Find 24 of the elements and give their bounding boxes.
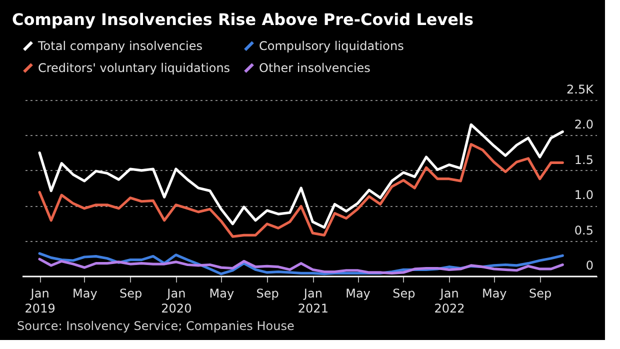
y-tick-label: 2.0 xyxy=(574,118,594,132)
y-tick-label: 1.5 xyxy=(574,152,594,167)
y-tick-label: 0.5 xyxy=(574,223,594,238)
legend-label: Compulsory liquidations xyxy=(259,39,404,54)
x-tick-label: Sep xyxy=(529,286,552,300)
x-tick-label: Jan 2020 xyxy=(161,286,192,316)
legend-label: Creditors' voluntary liquidations xyxy=(38,61,230,75)
x-tick-label: Jan 2019 xyxy=(24,286,56,316)
x-tick-label: May xyxy=(72,286,98,300)
x-tick-label: Jan 2021 xyxy=(298,286,328,316)
x-tick-label: Sep xyxy=(256,286,279,300)
y-tick-label: 0 xyxy=(586,258,594,272)
source-note: Source: Insolvency Service; Companies House xyxy=(17,319,294,333)
x-tick-label: May xyxy=(346,286,370,300)
x-tick-label: Sep xyxy=(392,286,416,300)
y-tick-label: 1.0 xyxy=(574,188,594,202)
legend-label: Total company insolvencies xyxy=(37,39,202,54)
x-tick-label: Jan 2022 xyxy=(434,286,465,316)
chart-title: Company Insolvencies Rise Above Pre-Covid Levels xyxy=(12,10,474,29)
x-tick-label: May xyxy=(482,286,507,300)
x-tick-label: Sep xyxy=(120,286,142,300)
x-tick-label: May xyxy=(209,286,234,300)
y-tick-label: 2.5K xyxy=(566,82,595,96)
legend-label: Other insolvencies xyxy=(259,61,370,75)
